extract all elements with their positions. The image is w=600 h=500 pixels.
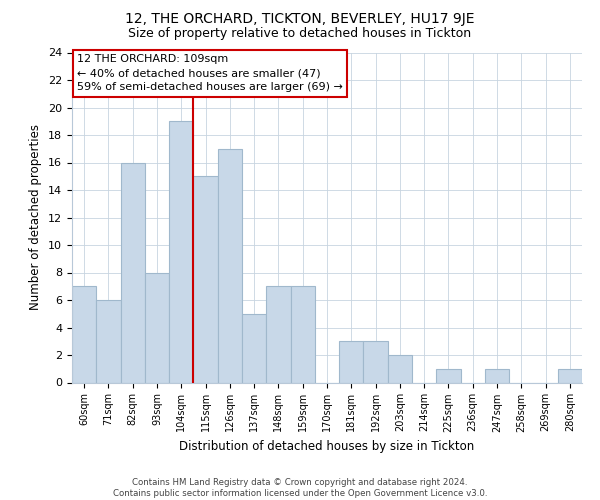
Bar (72, 286, 96, 382)
Bar (242, 314, 266, 382)
Bar (266, 286, 290, 382)
Text: 12, THE ORCHARD, TICKTON, BEVERLEY, HU17 9JE: 12, THE ORCHARD, TICKTON, BEVERLEY, HU17… (125, 12, 475, 26)
Bar (96, 300, 121, 382)
Bar (121, 162, 145, 382)
Bar (169, 121, 193, 382)
Text: 12 THE ORCHARD: 109sqm
← 40% of detached houses are smaller (47)
59% of semi-det: 12 THE ORCHARD: 109sqm ← 40% of detached… (77, 54, 343, 92)
Bar (290, 286, 315, 382)
Bar (145, 272, 169, 382)
Bar (193, 176, 218, 382)
Text: Contains HM Land Registry data © Crown copyright and database right 2024.
Contai: Contains HM Land Registry data © Crown c… (113, 478, 487, 498)
Bar (364, 341, 388, 382)
Bar (436, 369, 461, 382)
Text: Size of property relative to detached houses in Tickton: Size of property relative to detached ho… (128, 28, 472, 40)
Bar (339, 341, 364, 382)
Bar (558, 369, 582, 382)
Bar (218, 149, 242, 382)
Y-axis label: Number of detached properties: Number of detached properties (29, 124, 43, 310)
Bar (485, 369, 509, 382)
Bar (388, 355, 412, 382)
X-axis label: Distribution of detached houses by size in Tickton: Distribution of detached houses by size … (179, 440, 475, 453)
